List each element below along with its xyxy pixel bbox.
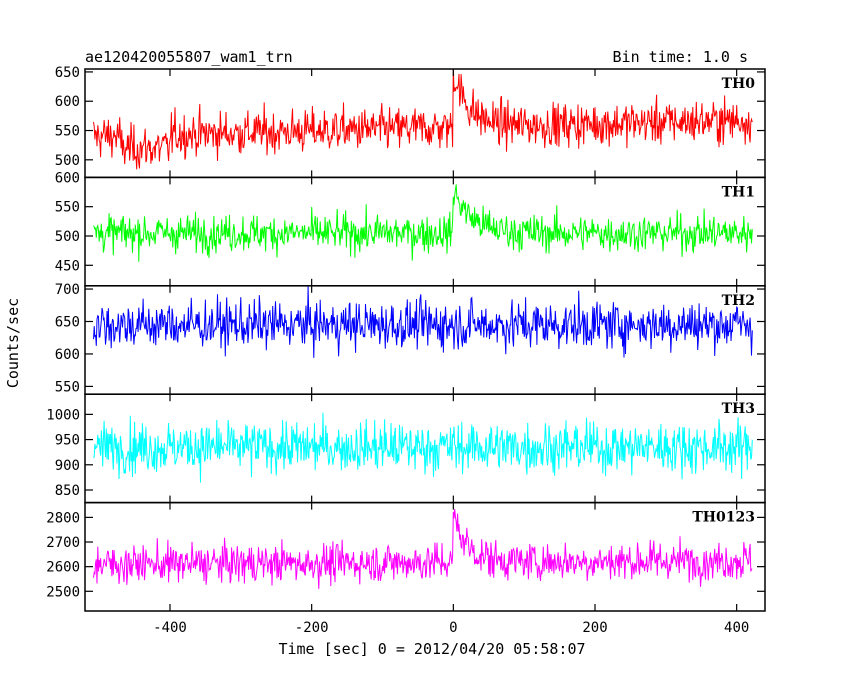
y-tick-label: 500 (55, 153, 80, 169)
series-th1-line (93, 184, 753, 262)
y-tick-label: 2800 (46, 510, 80, 526)
x-tick-label: 0 (449, 620, 457, 636)
y-tick-label: 950 (55, 433, 80, 449)
panel-label-th1: TH1 (722, 184, 755, 200)
panel-label-th0: TH0 (722, 76, 756, 92)
panel-frame-th0123 (84, 501, 766, 612)
y-tick-label: 600 (55, 347, 80, 363)
y-tick-label: 2500 (46, 584, 80, 600)
x-tick-label: -400 (153, 620, 187, 636)
panel-label-th3: TH3 (722, 401, 755, 417)
y-tick-label: 700 (55, 282, 80, 298)
bin-time-label: Bin time: 1.0 s (613, 48, 748, 66)
y-tick-label: 1000 (46, 407, 80, 423)
y-tick-label: 550 (55, 200, 80, 216)
series-th2-line (93, 286, 753, 358)
series-th0-line (93, 69, 753, 170)
y-tick-label: 450 (55, 258, 80, 274)
x-axis-label: Time [sec] 0 = 2012/04/20 05:58:07 (278, 640, 585, 658)
y-tick-label: 550 (55, 379, 80, 395)
x-tick-label: -200 (295, 620, 329, 636)
x-tick-label: 400 (724, 620, 749, 636)
y-tick-label: 650 (55, 65, 80, 81)
panel-label-th0123: TH0123 (692, 510, 755, 526)
y-tick-label: 900 (55, 458, 80, 474)
y-tick-label: 650 (55, 315, 80, 331)
y-tick-label: 550 (55, 124, 80, 140)
series-th0123-line (93, 508, 753, 589)
panels-group: 500 550 600 650 TH0 450 500 550 600 TH1 550 600 650 7… (46, 65, 766, 636)
y-tick-label: 600 (55, 94, 80, 110)
series-th3-line (93, 412, 753, 483)
panel-frame-th2 (84, 285, 766, 395)
y-axis-label: Counts/sec (4, 298, 22, 388)
y-tick-label: 500 (55, 229, 80, 245)
chart-title: ae120420055807_wam1_trn (85, 48, 293, 66)
panel-label-th2: TH2 (722, 293, 755, 309)
y-tick-label: 2600 (46, 560, 80, 576)
y-tick-label: 600 (55, 170, 80, 186)
y-tick-label: 2700 (46, 535, 80, 551)
y-tick-label: 850 (55, 483, 80, 499)
x-tick-label: 200 (582, 620, 607, 636)
